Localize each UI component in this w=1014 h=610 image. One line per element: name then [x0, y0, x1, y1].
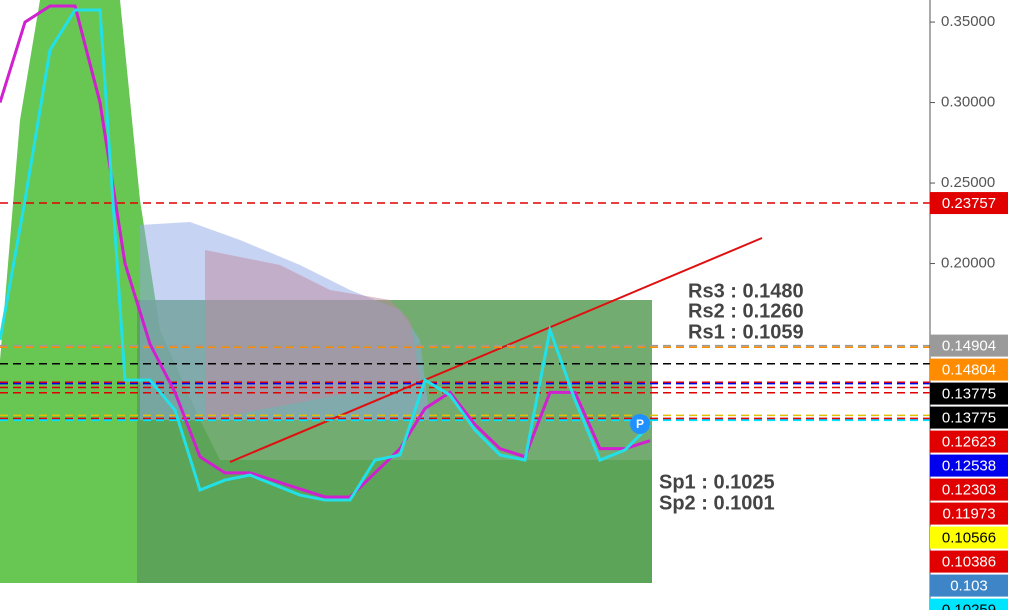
annotation: Rs3 : 0.1480: [688, 280, 804, 302]
price-tag-label: 0.23757: [942, 195, 996, 212]
y-tick-label: 0.20000: [941, 255, 995, 272]
price-tag-label: 0.11973: [942, 506, 995, 523]
price-tag: [930, 598, 1008, 610]
annotation: Sp2 : 0.1001: [659, 492, 775, 514]
y-tick-label: 0.35000: [941, 13, 995, 30]
annotation: Sp1 : 0.1025: [659, 471, 775, 493]
price-tag: [930, 478, 1008, 501]
y-tick-label: 0.30000: [941, 94, 995, 111]
series-line: [0, 8, 652, 502]
price-tag: [930, 382, 1008, 405]
price-tag: [930, 192, 1008, 215]
trend-line: [229, 237, 763, 463]
price-tag: [930, 550, 1008, 573]
price-tag: [930, 334, 1008, 357]
price-tag-label: 0.12303: [942, 482, 996, 499]
price-tag: [930, 454, 1008, 477]
annotation: Rs1 : 0.1059: [688, 321, 804, 343]
series-line: [0, 4, 651, 499]
price-tag-label: 0.14904: [942, 338, 996, 355]
cloud: [205, 250, 420, 420]
p-marker: [630, 414, 650, 434]
price-tag-label: 0.103: [950, 578, 988, 595]
price-tag: [930, 430, 1008, 453]
price-tag-label: 0.10386: [942, 554, 996, 571]
price-tag: [930, 502, 1008, 525]
p-marker-letter: P: [636, 417, 644, 431]
price-tag: [930, 574, 1008, 597]
price-tag: [930, 526, 1008, 549]
price-tag-label: 0.10259: [942, 602, 996, 610]
price-tag: [930, 358, 1008, 381]
price-tag: [930, 406, 1008, 429]
price-tag-label: 0.12538: [942, 458, 996, 475]
price-tag-label: 0.12623: [942, 434, 996, 451]
y-tick-label: 0.25000: [941, 174, 995, 191]
price-tag-label: 0.13775: [942, 386, 996, 403]
price-tag-label: 0.13775: [942, 410, 996, 427]
price-tag-label: 0.14804: [942, 362, 996, 379]
price-tag-label: 0.10566: [942, 530, 996, 547]
annotation: Rs2 : 0.1260: [688, 300, 804, 322]
